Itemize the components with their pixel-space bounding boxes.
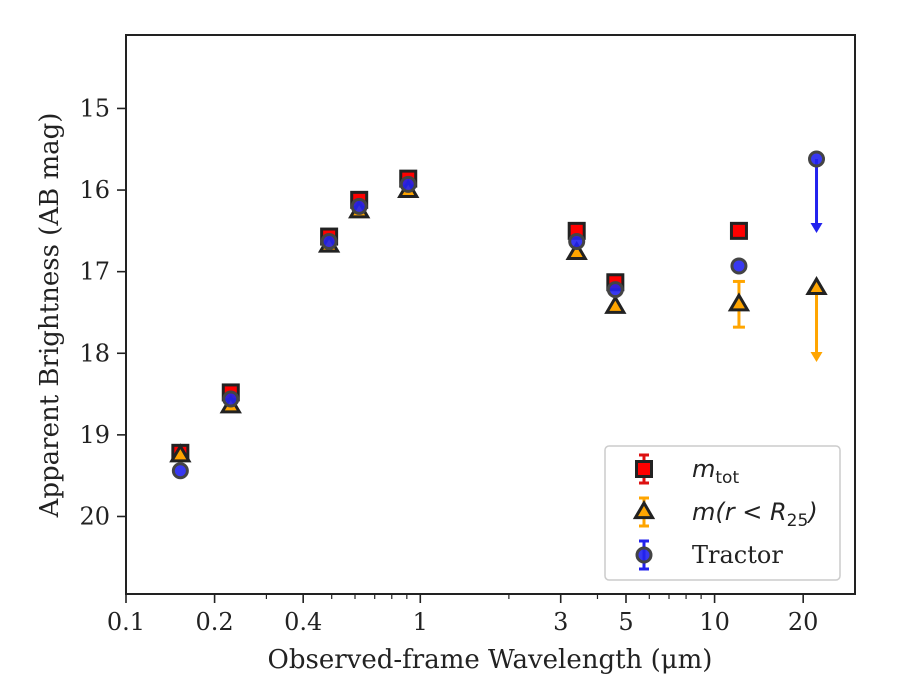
legend-marker-mtot xyxy=(635,460,653,478)
x-tick-label: 10 xyxy=(699,608,730,636)
x-tick-label: 0.1 xyxy=(107,608,145,636)
tractor-upper-limit-arrow xyxy=(810,223,823,234)
y-tick-label: 19 xyxy=(79,421,110,449)
mr25-point xyxy=(604,294,627,314)
tractor-point xyxy=(568,232,586,250)
legend-label-mtot: mtot xyxy=(692,455,739,488)
tractor-point xyxy=(350,197,368,215)
y-tick-label: 15 xyxy=(79,94,110,122)
mtot-point xyxy=(729,221,748,240)
y-tick-label: 20 xyxy=(79,502,110,530)
tractor-point xyxy=(171,462,189,480)
x-tick-label: 5 xyxy=(618,608,633,636)
tractor-point xyxy=(320,232,338,250)
tractor-point xyxy=(808,150,826,168)
legend-marker-mr25 xyxy=(632,500,656,520)
x-axis-title: Observed-frame Wavelength (μm) xyxy=(268,645,713,675)
x-tick-label: 1 xyxy=(413,608,428,636)
plot-area: 0.1 0.2 0.4 1 3 5 10 20 15 16 17 18 19 20 mtot m(r < R2… xyxy=(79,34,856,636)
y-tick-label: 18 xyxy=(79,339,110,367)
legend-marker-tractor xyxy=(635,546,653,564)
legend-box xyxy=(604,445,841,581)
y-tick-label: 16 xyxy=(79,176,110,204)
mr25-point xyxy=(805,276,828,296)
legend: mtot m(r < R25) Tractor xyxy=(604,445,841,581)
tractor-point xyxy=(730,257,748,275)
x-tick-label: 3 xyxy=(553,608,568,636)
x-tick-label: 0.2 xyxy=(196,608,234,636)
mr25-point xyxy=(169,443,192,463)
tractor-point xyxy=(222,390,240,408)
mr25-point xyxy=(565,240,588,260)
x-tick-label: 20 xyxy=(788,608,819,636)
tractor-point xyxy=(606,281,624,299)
plot-frame xyxy=(125,34,856,595)
legend-label-tractor: Tractor xyxy=(692,541,783,569)
mr25-point xyxy=(727,292,751,312)
tractor-point xyxy=(399,175,417,193)
x-tick-label: 0.4 xyxy=(284,608,322,636)
y-axis-title: Apparent Brightness (AB mag) xyxy=(35,113,65,519)
mr25-upper-limit-arrow xyxy=(810,351,823,362)
y-tick-label: 17 xyxy=(79,258,110,286)
legend-label-mr25: m(r < R25) xyxy=(692,498,818,531)
